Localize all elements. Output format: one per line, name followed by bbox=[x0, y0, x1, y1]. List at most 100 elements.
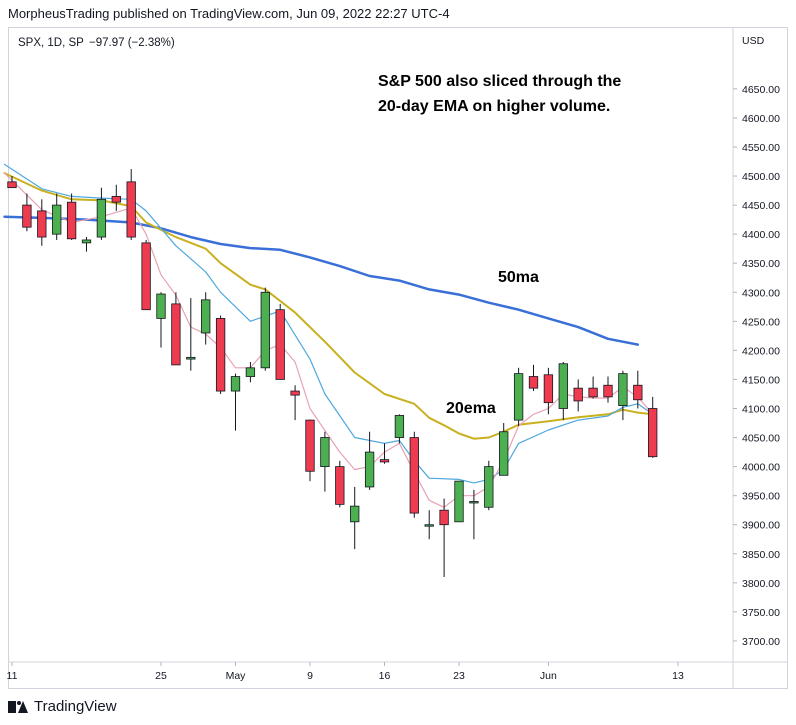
candle-body-down bbox=[171, 303, 181, 366]
candle bbox=[603, 376, 613, 403]
price-tick-label: 4250.00 bbox=[742, 316, 780, 328]
candle-body-down bbox=[37, 210, 47, 238]
symbol-label: SPX, 1D, SP bbox=[18, 37, 84, 49]
chart-frame bbox=[8, 27, 788, 689]
candles-layer bbox=[7, 169, 658, 578]
candle-body-up bbox=[558, 363, 568, 409]
candle bbox=[201, 292, 211, 345]
candle bbox=[320, 431, 330, 492]
candle-body-down bbox=[290, 390, 300, 396]
candle-body-down bbox=[335, 466, 345, 505]
annotation-line-1: S&P 500 also sliced through the bbox=[378, 73, 621, 90]
candle-body-down bbox=[275, 309, 285, 380]
price-tick-label: 4550.00 bbox=[742, 142, 780, 154]
candle-body-up bbox=[454, 480, 464, 523]
candle bbox=[230, 373, 241, 431]
candle-body-down bbox=[141, 242, 151, 311]
publisher-header: MorpheusTrading published on TradingView… bbox=[8, 6, 450, 21]
price-tick-label: 4200.00 bbox=[742, 345, 780, 357]
time-tick-label: 9 bbox=[307, 670, 313, 682]
price-tick-label: 3900.00 bbox=[742, 520, 780, 532]
candle-body-down bbox=[633, 384, 643, 401]
footer-brand[interactable]: TradingView bbox=[8, 698, 117, 715]
price-tick-label: 4350.00 bbox=[742, 258, 780, 270]
candle bbox=[22, 193, 32, 232]
candle bbox=[558, 362, 568, 421]
candle bbox=[543, 367, 554, 415]
price-tick-label: 4300.00 bbox=[742, 287, 780, 299]
candle bbox=[424, 510, 434, 540]
price-tick-label: 4100.00 bbox=[742, 403, 780, 415]
candle-body-up bbox=[394, 415, 405, 438]
time-tick-label: 16 bbox=[379, 670, 391, 682]
candle bbox=[245, 362, 256, 383]
candle-body-down bbox=[305, 419, 315, 472]
candle bbox=[96, 187, 107, 240]
candle-body-down bbox=[573, 387, 583, 402]
candle-body-down bbox=[126, 181, 136, 238]
candle-body-up bbox=[230, 376, 241, 392]
candle bbox=[409, 431, 419, 518]
label-20ema: 20ema bbox=[446, 400, 496, 417]
candle bbox=[633, 370, 643, 409]
candle-body-down bbox=[409, 437, 419, 514]
candle bbox=[618, 370, 628, 421]
price-tick-label: 3750.00 bbox=[742, 607, 780, 619]
price-axis[interactable]: 3700.00 3750.00 3800.00 3850.00 3900.00 3950.… bbox=[733, 84, 780, 648]
price-tick-label: 4000.00 bbox=[742, 462, 780, 474]
candle-body-up bbox=[513, 373, 524, 421]
candle bbox=[394, 414, 405, 444]
candle bbox=[66, 193, 77, 240]
candle-body-up bbox=[320, 437, 330, 468]
candle-body-up bbox=[156, 293, 166, 319]
candle bbox=[81, 237, 92, 252]
candle bbox=[171, 292, 181, 366]
candle-body-up bbox=[260, 291, 270, 369]
time-tick-label: 23 bbox=[453, 670, 465, 682]
tradingview-logo-icon bbox=[8, 700, 28, 713]
annotation-text: S&P 500 also sliced through the 20-day E… bbox=[378, 73, 626, 115]
moving-average-lines bbox=[3, 163, 654, 508]
price-tick-label: 3850.00 bbox=[742, 549, 780, 561]
price-tick-label: 4450.00 bbox=[742, 200, 780, 212]
candle bbox=[126, 169, 136, 240]
footer-brand-label: TradingView bbox=[34, 698, 117, 715]
candle-body-down bbox=[603, 384, 613, 398]
candle bbox=[215, 315, 226, 394]
candle bbox=[499, 423, 509, 476]
candle-body-down bbox=[22, 204, 32, 228]
candle bbox=[454, 480, 464, 523]
candle-body-up bbox=[484, 466, 494, 508]
candle-body-down bbox=[111, 195, 121, 203]
price-tick-label: 4050.00 bbox=[742, 433, 780, 445]
time-tick-label: 25 bbox=[155, 670, 167, 682]
candle-body-down bbox=[379, 459, 390, 463]
candle bbox=[37, 199, 47, 246]
candle-body-down bbox=[588, 387, 598, 398]
candle bbox=[439, 498, 449, 578]
candle bbox=[364, 431, 375, 490]
candle-body-down bbox=[215, 318, 226, 392]
line-5ema bbox=[3, 172, 654, 508]
candle-body-down bbox=[439, 509, 449, 526]
time-tick-label: 13 bbox=[672, 670, 684, 682]
candle bbox=[290, 385, 300, 421]
candle bbox=[52, 193, 62, 240]
candle-body-up bbox=[186, 356, 196, 360]
candle-body-up bbox=[96, 198, 107, 238]
grid-layer bbox=[9, 28, 787, 689]
candle-body-up bbox=[81, 239, 92, 244]
candle-body-up bbox=[52, 204, 62, 235]
candle bbox=[469, 489, 479, 540]
candle-body-down bbox=[528, 376, 539, 389]
candle-body-down bbox=[7, 181, 17, 189]
price-tick-label: 4400.00 bbox=[742, 229, 780, 241]
candle-body-up bbox=[245, 367, 256, 377]
candle-body-up bbox=[618, 373, 628, 406]
candle bbox=[513, 367, 524, 426]
candle bbox=[186, 298, 196, 371]
time-axis[interactable]: 11 25 May 9 16 23 Jun 13 bbox=[7, 662, 684, 682]
candle bbox=[156, 292, 166, 348]
candle bbox=[7, 176, 17, 189]
